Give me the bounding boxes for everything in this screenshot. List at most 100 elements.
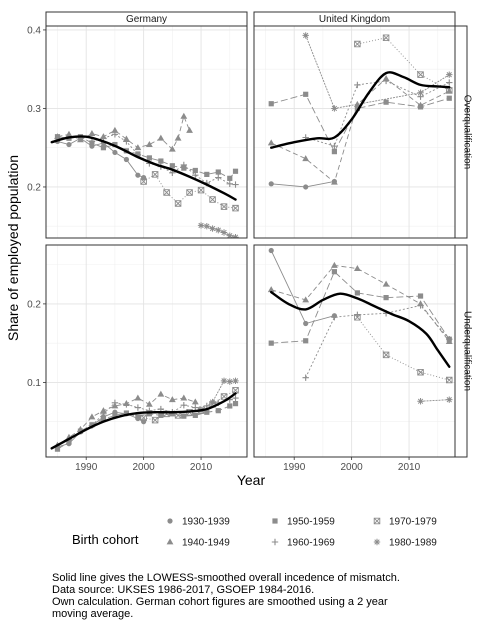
- series-line-1970-1979: [357, 37, 450, 91]
- data-point-1950-1959: [158, 158, 164, 164]
- panel-border: [45, 244, 248, 458]
- column-strip-label: United Kingdom: [319, 14, 390, 25]
- column-strip-label: Germany: [126, 14, 167, 25]
- data-point-1970-1979: [197, 186, 205, 194]
- data-point-1980-1989: [209, 225, 216, 232]
- column-strip: [45, 11, 248, 27]
- data-point-1960-1969: [446, 336, 453, 343]
- data-point-1980-1989: [232, 377, 239, 385]
- data-point-1970-1979: [151, 416, 159, 424]
- plot-area: [50, 112, 239, 238]
- data-point-1980-1989: [220, 229, 228, 236]
- data-point-1950-1959: [268, 101, 274, 107]
- legend-key-plus: [271, 538, 279, 546]
- data-point-1950-1959: [215, 169, 221, 175]
- data-point-1980-1989: [446, 71, 453, 78]
- data-point-1980-1989: [220, 377, 228, 385]
- data-point-1980-1989: [226, 232, 233, 238]
- data-point-1940-1949: [180, 394, 188, 401]
- facet-panels: 0.2 0.3 0.4 Germany United Kingdom Overqualif…: [27, 11, 473, 473]
- row-strip-label: Overqualification: [462, 95, 473, 169]
- data-point-1950-1959: [192, 412, 198, 418]
- data-point-1950-1959: [227, 403, 233, 409]
- data-point-1960-1969: [232, 394, 239, 402]
- series-cohort-1970-1979: [354, 313, 453, 384]
- data-point-1940-1949: [186, 126, 193, 133]
- x-axis-title: Year: [237, 472, 266, 488]
- caption-line: Own calculation. German cohort figures a…: [52, 596, 388, 608]
- lowess-line: [50, 135, 237, 201]
- panel-united-kingdom-underqualification: 1990 2000 2010 Underqualification: [253, 244, 473, 473]
- data-point-1940-1949: [302, 296, 310, 303]
- legend-key-asterisk: [373, 538, 381, 546]
- data-point-1960-1969: [232, 181, 239, 188]
- data-point-1950-1959: [100, 145, 107, 151]
- data-point-1960-1969: [192, 404, 199, 411]
- data-point-1960-1969: [382, 77, 390, 85]
- data-point-1950-1959: [181, 413, 187, 419]
- data-point-1950-1959: [383, 99, 389, 105]
- data-point-1980-1989: [446, 396, 453, 403]
- data-point-1970-1979: [232, 204, 239, 212]
- data-point-1950-1959: [192, 167, 198, 174]
- data-point-1960-1969: [180, 401, 188, 409]
- y-tick-label: 0.2: [27, 299, 41, 310]
- data-point-1940-1949: [134, 394, 142, 401]
- data-point-1950-1959: [417, 104, 424, 110]
- y-tick-label: 0.2: [27, 182, 41, 193]
- legend-label: 1930-1939: [182, 517, 230, 528]
- data-point-1970-1979: [186, 189, 193, 196]
- data-point-1980-1989: [232, 234, 239, 238]
- y-tick-label: 0.1: [27, 378, 41, 389]
- y-axis-title: Share of employed population: [5, 155, 21, 341]
- data-point-1940-1949: [111, 126, 119, 133]
- panel-background: [46, 245, 247, 457]
- data-point-1960-1969: [446, 79, 453, 86]
- data-point-1930-1939: [303, 184, 309, 190]
- row-strip: [454, 25, 468, 239]
- data-point-1950-1959: [354, 105, 360, 112]
- data-point-1940-1949: [180, 112, 188, 119]
- data-point-1950-1959: [215, 408, 221, 414]
- data-point-1970-1979: [382, 351, 390, 359]
- series-cohort-1970-1979: [140, 171, 239, 212]
- legend-entry-1970-1979: 1970-1979: [373, 517, 437, 528]
- x-tick-label: 2000: [341, 462, 364, 473]
- data-point-1950-1959: [232, 401, 239, 407]
- y-tick-label: 0.4: [27, 25, 41, 36]
- data-point-1950-1959: [112, 412, 118, 418]
- data-point-1960-1969: [88, 138, 96, 145]
- panel-germany-underqualification: 0.1 0.2 1990 2000 2010: [27, 244, 248, 473]
- data-point-1970-1979: [151, 171, 159, 178]
- data-point-1930-1939: [268, 247, 274, 254]
- data-point-1940-1949: [191, 398, 199, 405]
- data-point-1950-1959: [169, 163, 175, 169]
- panel-background: [254, 245, 455, 457]
- series-line-1970-1979: [357, 316, 450, 381]
- data-point-1980-1989: [226, 378, 233, 385]
- data-point-1960-1969: [100, 410, 107, 418]
- caption-line: moving average.: [52, 608, 134, 620]
- caption-line: Solid line gives the LOWESS-smoothed ove…: [52, 572, 400, 584]
- data-point-1950-1959: [417, 293, 424, 299]
- data-point-1950-1959: [54, 446, 61, 452]
- data-point-1950-1959: [77, 428, 84, 434]
- x-tick-label: 1990: [283, 462, 306, 473]
- data-point-1930-1939: [303, 320, 309, 327]
- series-line-1960-1969: [91, 133, 236, 186]
- data-point-1970-1979: [382, 34, 390, 42]
- data-point-1960-1969: [180, 161, 188, 169]
- series-cohort-1950-1959: [268, 91, 452, 155]
- series-line-1960-1969: [305, 304, 450, 378]
- data-point-1960-1969: [192, 171, 199, 179]
- data-point-1970-1979: [232, 387, 239, 394]
- legend-label: 1980-1989: [389, 538, 437, 549]
- data-point-1970-1979: [417, 71, 424, 78]
- legend-entry-1960-1969: 1960-1969: [271, 538, 335, 549]
- legend-key-boxed-x: [373, 517, 381, 525]
- legend-label: 1940-1949: [182, 538, 230, 549]
- data-point-1950-1959: [227, 175, 233, 181]
- chart-caption: Solid line gives the LOWESS-smoothed ove…: [52, 572, 472, 620]
- plot-area: [267, 32, 453, 190]
